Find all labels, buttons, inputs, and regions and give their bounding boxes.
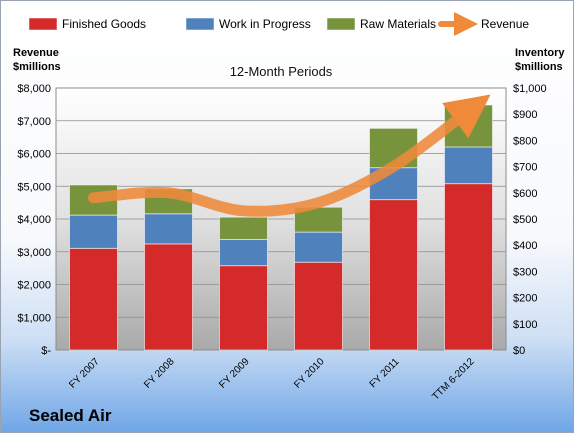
left-tick-label: $7,000 bbox=[17, 116, 51, 128]
category-label: TTM 6-2012 bbox=[430, 356, 477, 403]
left-axis-title-line2: $millions bbox=[13, 61, 61, 73]
left-tick-label: $8,000 bbox=[17, 83, 51, 95]
legend: Finished Goods Work in Progress Raw Materi… bbox=[28, 12, 529, 36]
bar-raw-materials bbox=[294, 206, 343, 233]
right-tick-label: $400 bbox=[513, 240, 537, 252]
bar-finished-goods bbox=[369, 199, 418, 351]
left-axis-title-line1: Revenue bbox=[13, 47, 59, 59]
right-tick-label: $700 bbox=[513, 162, 537, 174]
right-tick-label: $900 bbox=[513, 109, 537, 121]
category-label: FY 2008 bbox=[142, 356, 177, 391]
right-tick-label: $500 bbox=[513, 214, 537, 226]
legend-label: Raw Materials bbox=[360, 17, 436, 31]
bar-finished-goods bbox=[294, 261, 343, 351]
category-label: FY 2007 bbox=[67, 356, 102, 391]
legend-label: Revenue bbox=[481, 17, 529, 31]
left-axis-ticks: $- $1,000 $2,000 $3,000 $4,000 $5,000 $6,000 $7… bbox=[17, 83, 51, 357]
chart-title: 12-Month Periods bbox=[230, 64, 333, 79]
bar-finished-goods bbox=[144, 243, 193, 351]
bar-raw-materials bbox=[219, 216, 268, 240]
legend-swatch bbox=[28, 17, 58, 31]
legend-label: Work in Progress bbox=[219, 17, 311, 31]
right-tick-label: $1,000 bbox=[513, 83, 547, 95]
bar-work-in-progress bbox=[294, 231, 343, 263]
bars bbox=[69, 104, 493, 351]
bar-work-in-progress bbox=[219, 238, 268, 267]
bar-work-in-progress bbox=[444, 146, 493, 185]
right-tick-label: $600 bbox=[513, 188, 537, 200]
bar-work-in-progress bbox=[144, 213, 193, 245]
bar-finished-goods bbox=[69, 247, 118, 351]
revenue-line-path bbox=[88, 94, 491, 217]
legend-label: Finished Goods bbox=[62, 17, 146, 31]
left-tick-label: $5,000 bbox=[17, 181, 51, 193]
right-axis-ticks: $0 $100 $200 $300 $400 $500 $600 $700 $800 $900 $1… bbox=[513, 83, 547, 357]
legend-swatch bbox=[326, 17, 356, 31]
left-tick-label: $6,000 bbox=[17, 149, 51, 161]
category-labels: FY 2007 FY 2008 FY 2009 FY 2010 FY 2011 TTM 6… bbox=[67, 356, 477, 403]
left-tick-label: $- bbox=[41, 345, 51, 357]
bar-finished-goods bbox=[219, 265, 268, 351]
revenue-line bbox=[88, 94, 491, 217]
company-name: Sealed Air bbox=[29, 406, 112, 425]
gridlines bbox=[56, 120, 506, 318]
bar-work-in-progress bbox=[69, 214, 118, 249]
left-tick-label: $3,000 bbox=[17, 247, 51, 259]
left-tick-label: $1,000 bbox=[17, 312, 51, 324]
right-axis-title-line2: $millions bbox=[515, 61, 563, 73]
left-tick-label: $4,000 bbox=[17, 214, 51, 226]
right-axis-title-line1: Inventory bbox=[515, 47, 565, 59]
left-tick-label: $2,000 bbox=[17, 280, 51, 292]
category-label: FY 2009 bbox=[217, 356, 252, 391]
legend-swatch bbox=[185, 17, 215, 31]
right-tick-label: $100 bbox=[513, 319, 537, 331]
right-tick-label: $200 bbox=[513, 293, 537, 305]
right-tick-label: $0 bbox=[513, 345, 525, 357]
category-label: FY 2010 bbox=[292, 356, 327, 391]
bar-finished-goods bbox=[444, 183, 493, 351]
category-label: FY 2011 bbox=[368, 356, 402, 390]
right-tick-label: $800 bbox=[513, 135, 537, 147]
right-tick-label: $300 bbox=[513, 266, 537, 278]
